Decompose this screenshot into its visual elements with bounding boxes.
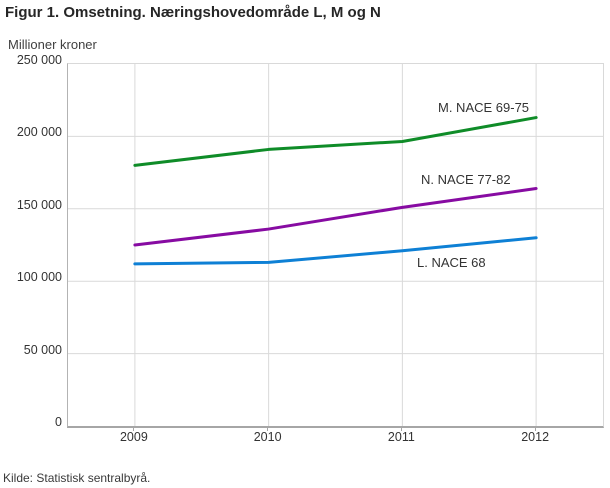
series-line-2	[133, 236, 538, 266]
x-tick-mark-2009	[133, 427, 135, 431]
y-tick-label-200000: 200 000	[16, 125, 62, 140]
series-line-1	[133, 187, 538, 247]
y-tick-label-150000: 150 000	[16, 197, 62, 212]
source-note: Kilde: Statistisk sentralbyrå.	[3, 471, 151, 485]
x-tick-label-2009: 2009	[119, 430, 148, 444]
x-tick-mark-2012	[534, 427, 536, 431]
x-tick-mark-2010	[267, 427, 269, 431]
x-tick-label-2010: 2010	[253, 430, 282, 444]
series-label-n-nace-77-82: N. NACE 77-82	[421, 172, 511, 187]
y-axis-title: Millioner kroner	[8, 37, 97, 52]
plot-canvas	[68, 64, 603, 426]
series-label-m-nace-69-75: M. NACE 69-75	[438, 100, 530, 115]
plot-area	[67, 63, 604, 428]
y-tick-label-100000: 100 000	[16, 270, 62, 285]
x-tick-label-2012: 2012	[521, 430, 550, 444]
y-tick-label-250000: 250 000	[16, 53, 62, 67]
chart-title: Figur 1. Omsetning. Næringshovedområde L…	[5, 4, 381, 21]
x-tick-mark-2011	[400, 427, 402, 431]
series-line-0	[133, 116, 538, 167]
y-tick-label-0: 0	[55, 415, 62, 429]
series-label-l-nace-68: L. NACE 68	[417, 255, 486, 270]
x-tick-label-2011: 2011	[387, 430, 415, 444]
y-tick-label-50000: 50 000	[23, 342, 62, 357]
